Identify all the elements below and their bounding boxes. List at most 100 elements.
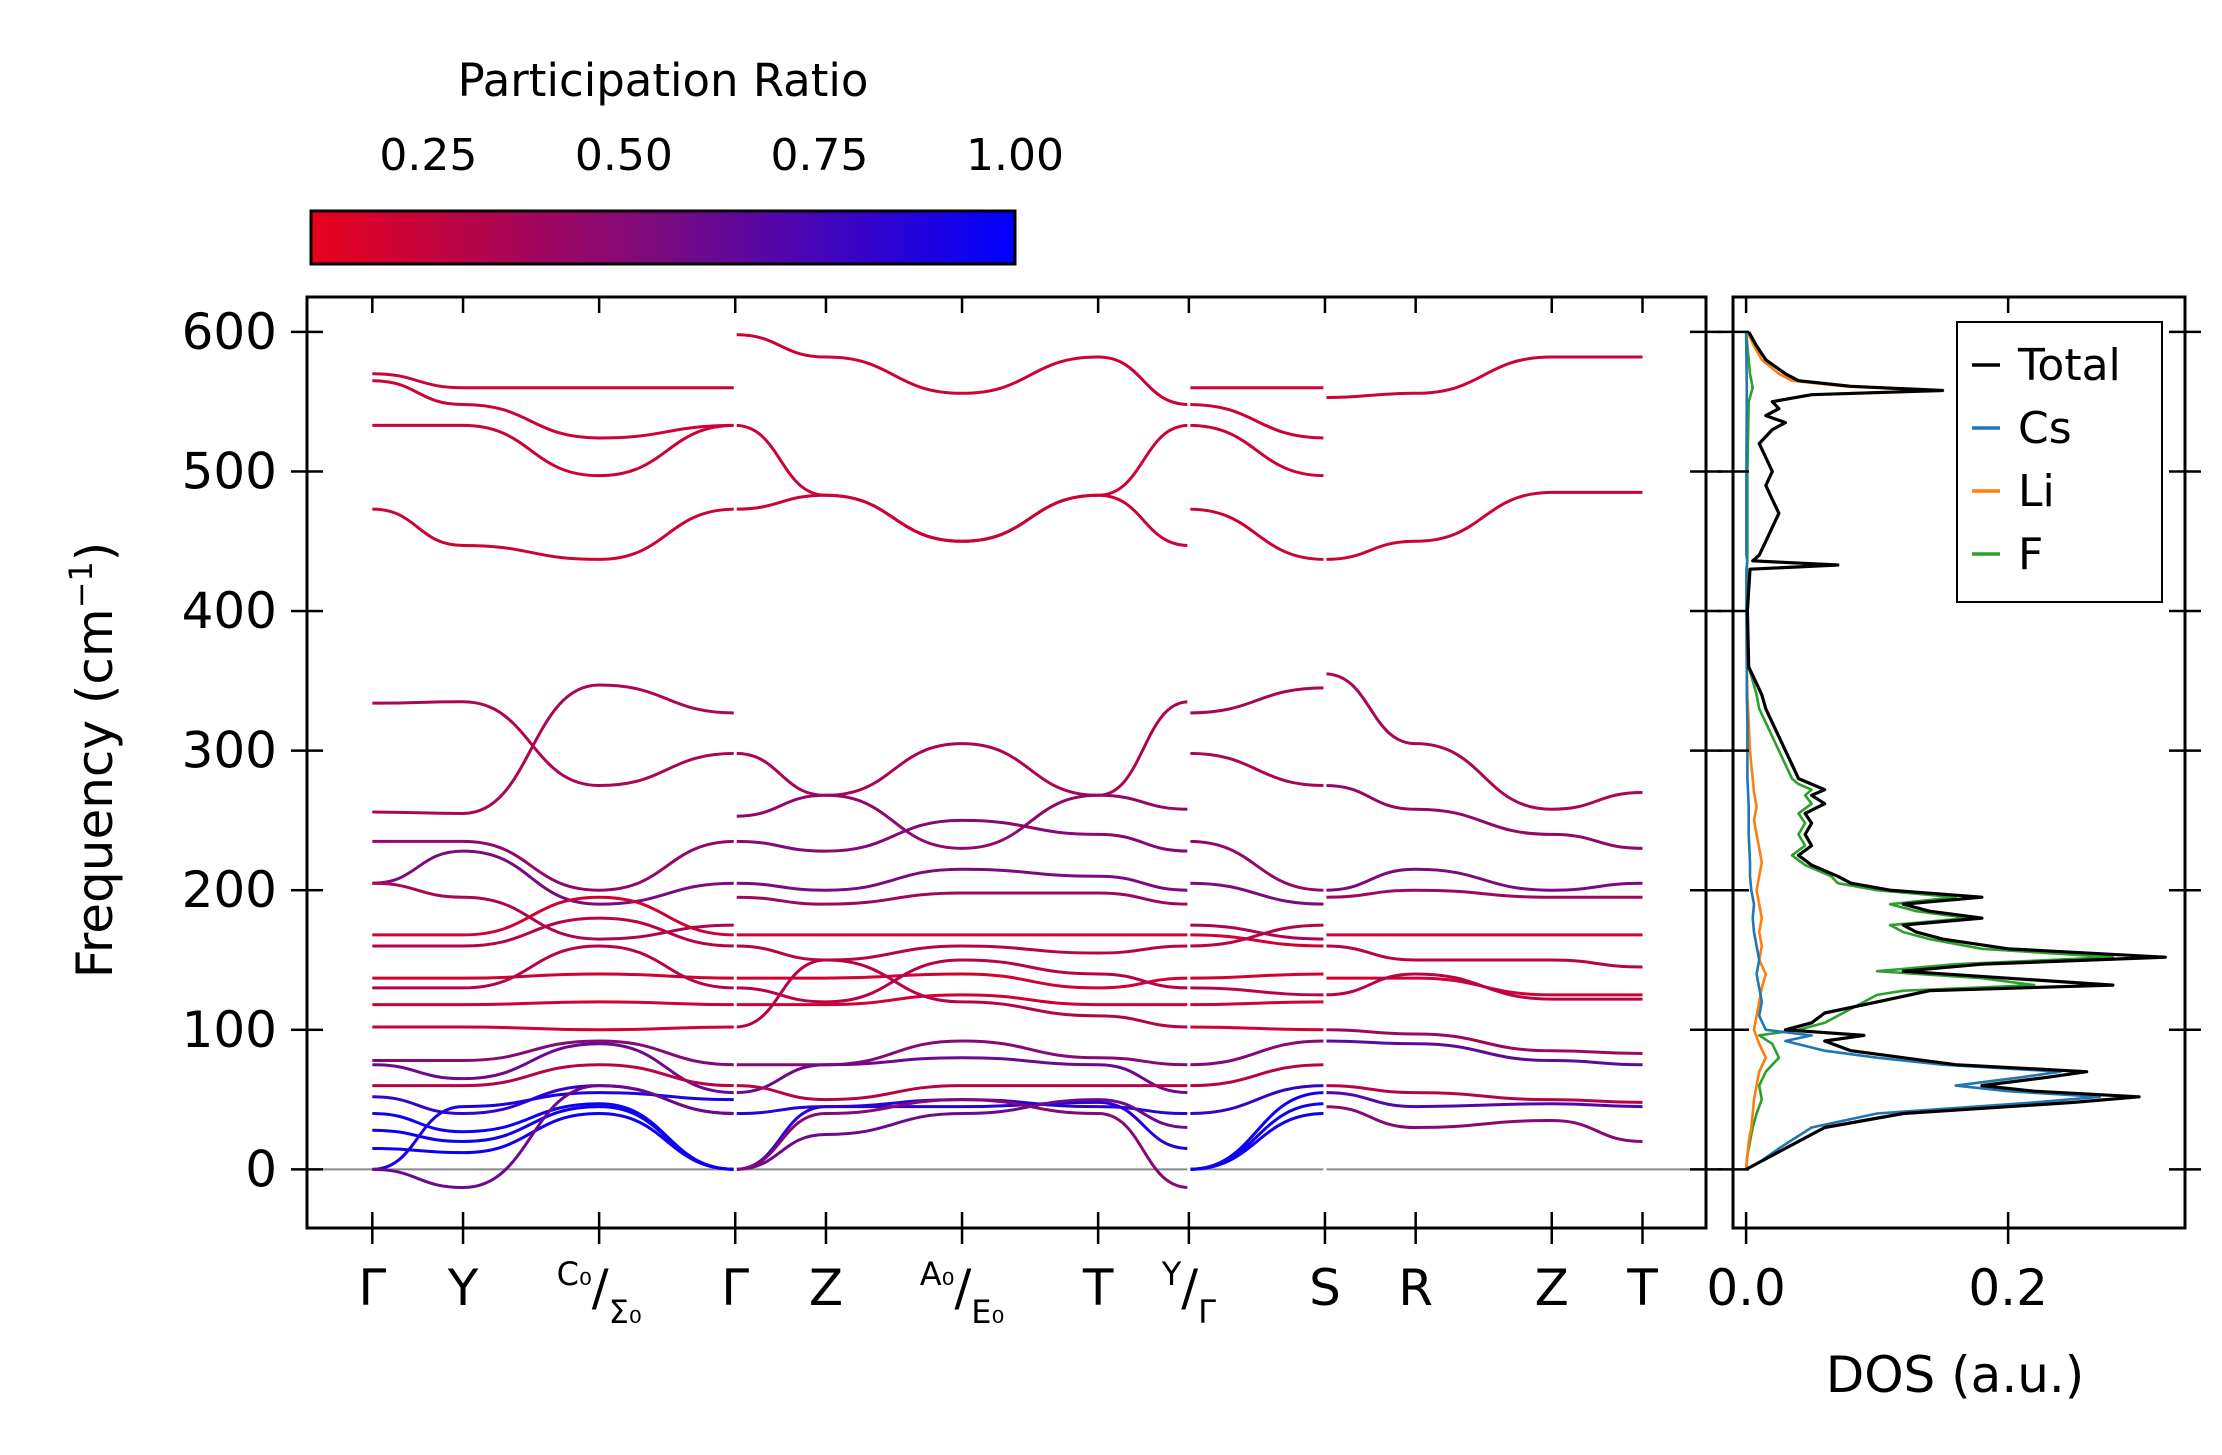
phonon-band (1324, 355, 1643, 399)
phonon-band (1188, 1091, 1325, 1171)
phonon-band (735, 993, 1189, 1007)
phonon-band (1324, 672, 1643, 811)
high-symmetry-label: T (1626, 1259, 1658, 1317)
phonon-band (735, 1100, 1189, 1171)
phonon-band (372, 1091, 736, 1171)
legend-entry: F (2018, 529, 2043, 580)
phonon-band (735, 1056, 1189, 1095)
phonon-band (372, 895, 736, 937)
legend-entry: Total (2017, 340, 2121, 391)
y-tick-label: 0 (245, 1140, 277, 1198)
dos-x-tick-label: 0.0 (1706, 1259, 1786, 1317)
phonon-band (735, 333, 1189, 406)
y-tick-label: 500 (182, 442, 277, 500)
y-tick-label: 300 (182, 722, 277, 780)
dos-legend: Total Cs Li F (1956, 321, 2163, 603)
phonon-band (372, 839, 736, 892)
phonon-band (735, 972, 1189, 990)
y-tick-label: 200 (182, 861, 277, 919)
phonon-band (1188, 1112, 1325, 1171)
phonon-band (1324, 944, 1643, 969)
high-symmetry-label: Z (1535, 1259, 1569, 1317)
phonon-band (372, 379, 736, 440)
phonon-band (1188, 1063, 1325, 1088)
phonon-band (372, 700, 736, 788)
phonon-band (1188, 972, 1325, 980)
phonon-band (1188, 686, 1325, 715)
legend-entry: Li (2018, 466, 2055, 517)
colorbar-label: Participation Ratio (458, 54, 869, 107)
phonon-band (372, 372, 736, 390)
phonon-band (1188, 933, 1325, 948)
phonon-band (1188, 1000, 1325, 1007)
phonon-band (372, 1025, 736, 1032)
phonon-band (1188, 1025, 1325, 1032)
phonon-band (1324, 1091, 1643, 1109)
dos-x-axis-label: DOS (a.u.) (1826, 1346, 2085, 1404)
colorbar-gradient (309, 209, 1017, 266)
band-y-axis: 0 100 200 300 400 500 600 (182, 303, 1722, 1198)
phonon-band (1324, 888, 1643, 899)
dos-lines (1744, 331, 2167, 1171)
phonon-band (372, 683, 736, 815)
phonon-band (372, 1042, 736, 1095)
high-symmetry-label: Γ (358, 1259, 386, 1317)
phonon-band (1324, 867, 1643, 892)
phonon-band (372, 1063, 736, 1088)
high-symmetry-label: T (1082, 1259, 1114, 1317)
phonon-band (735, 1084, 1189, 1102)
phonon-band (1188, 751, 1325, 788)
phonon-band (735, 1098, 1189, 1190)
phonon-band (735, 944, 1189, 962)
dos-curve-cs (1744, 331, 2102, 1171)
high-symmetry-label: R (1398, 1259, 1433, 1317)
band-structure-panel: 0 100 200 300 400 500 600 Γ Y C₀/Σ₀ Γ Z A₀/E₀ T Y/Γ S R… (62, 295, 1722, 1331)
phonon-band (1324, 1039, 1643, 1067)
phonon-band (735, 793, 1189, 850)
phonon-band (372, 423, 736, 478)
legend-entry: Cs (2018, 403, 2072, 454)
dos-curve-total (1745, 331, 2167, 1171)
phonon-band (1188, 507, 1325, 561)
phonon-band (1324, 784, 1643, 850)
phonon-band (1324, 490, 1643, 561)
phonon-band (372, 507, 736, 561)
high-symmetry-label: C₀/Σ₀ (557, 1255, 642, 1331)
phonon-band (1188, 881, 1325, 906)
phonon-band (735, 867, 1189, 892)
phonon-band (735, 891, 1189, 906)
phonon-band (735, 493, 1189, 547)
dos-plot-frame (1731, 295, 2187, 1230)
phonon-band (1324, 1028, 1643, 1056)
phonon-band (735, 423, 1189, 543)
phonon-band (372, 1084, 736, 1190)
high-symmetry-label: A₀/E₀ (920, 1255, 1005, 1331)
phonon-band (1188, 402, 1325, 440)
phonon-band (735, 700, 1189, 797)
colorbar-tick-label: 0.25 (379, 130, 477, 181)
dos-x-axis: 0.0 0.2 (1706, 297, 2048, 1317)
phonon-band (372, 849, 736, 906)
phonon-band (372, 944, 736, 990)
phonon-band (735, 958, 1189, 1004)
high-symmetry-label: Y (447, 1259, 479, 1317)
colorbar: Participation Ratio 0.25 0.50 0.75 1.00 (309, 54, 1064, 266)
phonon-band (372, 1000, 736, 1007)
high-symmetry-label: Γ (721, 1259, 749, 1317)
colorbar-tick-label: 1.00 (966, 130, 1064, 181)
y-tick-label: 100 (182, 1001, 277, 1059)
high-symmetry-label: Y/Γ (1161, 1255, 1216, 1331)
phonon-band (1188, 986, 1325, 997)
colorbar-ticks: 0.25 0.50 0.75 1.00 (379, 130, 1064, 264)
band-plot-frame (305, 295, 1708, 1230)
y-tick-label: 600 (182, 303, 277, 361)
colorbar-tick-label: 0.50 (575, 130, 673, 181)
phonon-band (1188, 1084, 1325, 1116)
band-lines (372, 297, 1643, 1228)
dos-x-tick-label: 0.2 (1968, 1259, 2048, 1317)
band-y-axis-label: Frequency (cm−1) (62, 542, 124, 979)
dos-panel: 0.0 0.2 DOS (a.u.) Total Cs Li F (1706, 295, 2201, 1404)
phonon-band (1188, 423, 1325, 478)
phonon-band (735, 958, 1189, 1029)
